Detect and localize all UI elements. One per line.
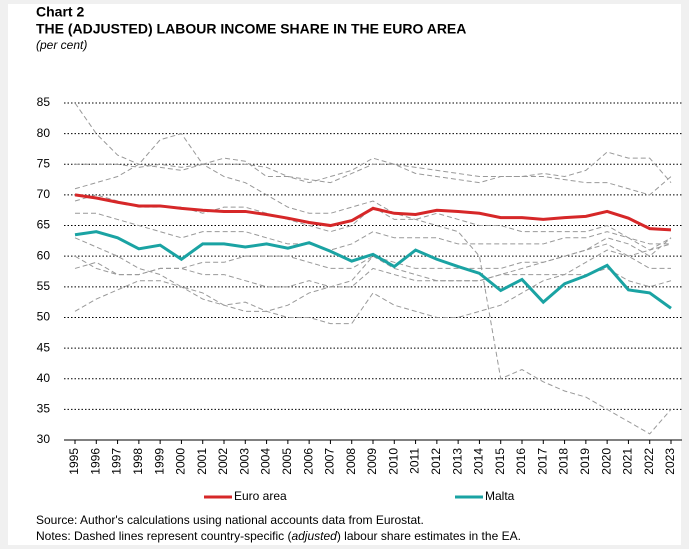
- source: Source: Author's calculations using nati…: [36, 513, 424, 527]
- notes-text: adjusted: [291, 529, 337, 543]
- x-tick-label: 1998: [131, 448, 145, 475]
- series-line: [74, 230, 672, 310]
- x-tick-label: 2018: [557, 448, 571, 475]
- x-tick-label: 2015: [493, 448, 507, 475]
- x-tick-label: 2005: [280, 448, 294, 475]
- y-tick-label: 30: [37, 432, 51, 446]
- x-tick-label: 2020: [599, 448, 613, 475]
- x-tick-label: 2009: [365, 448, 379, 475]
- notes: Notes: Dashed lines represent country-sp…: [36, 529, 521, 543]
- y-tick-label: 40: [37, 371, 51, 385]
- x-tick-label: 2021: [621, 448, 635, 475]
- x-tick-label: 2010: [386, 448, 400, 475]
- country-line: [74, 133, 672, 190]
- country-line: [74, 102, 672, 435]
- y-tick-label: 55: [37, 279, 51, 293]
- x-tick-label: 2012: [429, 448, 443, 475]
- y-tick-label: 85: [37, 95, 51, 109]
- x-tick-label: 2022: [642, 448, 656, 475]
- country-line: [74, 237, 672, 325]
- x-tick-label: 2019: [578, 448, 592, 475]
- notes-text: ) labour share estimates in the EA.: [337, 529, 521, 543]
- y-tick-label: 60: [37, 248, 51, 262]
- chart-label: Chart 2: [36, 4, 84, 20]
- x-tick-label: 2008: [344, 448, 358, 475]
- x-tick-label: 2001: [195, 448, 209, 475]
- y-tick-label: 65: [37, 218, 51, 232]
- x-tick-label: 2000: [174, 448, 188, 475]
- y-tick-label: 70: [37, 187, 51, 201]
- y-tick-label: 50: [37, 310, 51, 324]
- y-tick-label: 80: [37, 126, 51, 140]
- x-tick-label: 1999: [152, 448, 166, 475]
- x-tick-label: 2003: [237, 448, 251, 475]
- x-tick-label: 2023: [663, 448, 677, 475]
- chart-title: THE (ADJUSTED) LABOUR INCOME SHARE IN TH…: [36, 21, 466, 37]
- x-tick-label: 2016: [514, 448, 528, 475]
- chart-subtitle: (per cent): [36, 38, 87, 52]
- x-tick-label: 2002: [216, 448, 230, 475]
- x-tick-label: 1995: [67, 448, 81, 475]
- y-tick-label: 45: [37, 340, 51, 354]
- country-line: [74, 237, 672, 312]
- x-tick-label: 1996: [88, 448, 102, 475]
- x-tick-label: 2007: [323, 448, 337, 475]
- legend-label: Malta: [485, 489, 515, 503]
- x-tick-label: 2017: [535, 448, 549, 475]
- x-tick-label: 2011: [408, 448, 422, 474]
- legend-label: Euro area: [234, 489, 287, 503]
- y-tick-label: 35: [37, 402, 51, 416]
- country-line: [74, 243, 671, 276]
- notes-text: Notes: Dashed lines represent country-sp…: [36, 529, 291, 543]
- country-line: [75, 163, 672, 196]
- y-tick-label: 75: [37, 156, 51, 170]
- x-tick-label: 2014: [472, 448, 486, 475]
- x-tick-label: 2013: [450, 448, 464, 475]
- x-tick-label: 2004: [259, 448, 273, 475]
- x-tick-label: 2006: [301, 448, 315, 475]
- series-line: [74, 193, 672, 232]
- x-tick-label: 1997: [110, 448, 124, 475]
